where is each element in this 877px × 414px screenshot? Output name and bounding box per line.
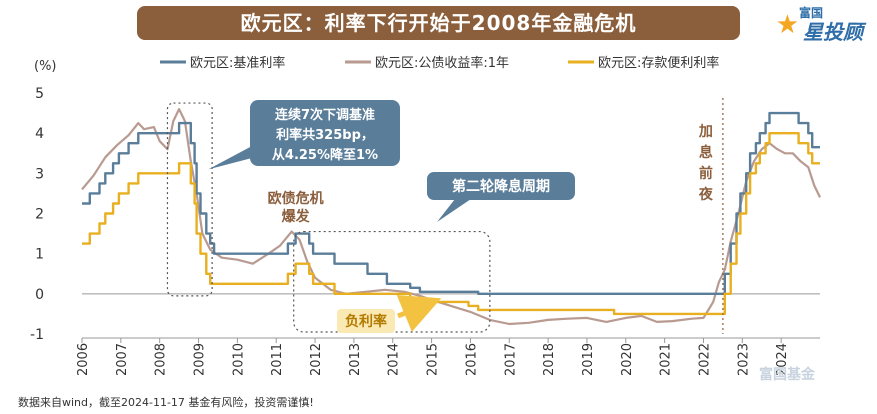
x-tick-label: 2012 bbox=[309, 343, 324, 376]
chart-title: 欧元区：利率下行开始于2008年金融危机 bbox=[137, 6, 740, 40]
callout-pointer-1 bbox=[208, 146, 252, 170]
rate-hike-eve-label: 夜 bbox=[698, 186, 714, 203]
y-tick-label: 1 bbox=[35, 247, 44, 263]
x-tick-label: 2007 bbox=[115, 343, 130, 376]
y-tick-label: 0 bbox=[35, 287, 44, 303]
callout-1-text: 利率共325bp， bbox=[276, 127, 374, 143]
callout-pointer-2 bbox=[437, 199, 471, 222]
x-tick-label: 2014 bbox=[387, 343, 402, 376]
rate-hike-eve-label: 息 bbox=[699, 144, 713, 161]
brand-top-text: 富国 bbox=[798, 6, 823, 20]
callout-box-2 bbox=[427, 172, 575, 200]
series-line bbox=[82, 132, 820, 316]
callout-1-text: 从4.25%降至1% bbox=[272, 147, 378, 163]
crisis-label: 爆发 bbox=[282, 208, 311, 225]
x-tick-label: 2011 bbox=[270, 343, 285, 376]
negative-rate-label-bg bbox=[337, 309, 395, 333]
x-tick-label: 2006 bbox=[76, 343, 91, 376]
y-tick-label: -1 bbox=[30, 327, 44, 343]
y-tick-label: 3 bbox=[35, 166, 44, 182]
legend-label: 欧元区:公债收益率:1年 bbox=[375, 55, 509, 71]
footnote: 数据来自wind，截至2024-11-17 基金有风险，投资需谨慎! bbox=[18, 396, 314, 409]
star-icon: ★ bbox=[775, 10, 799, 40]
x-tick-label: 2018 bbox=[542, 343, 557, 376]
x-tick-label: 2008 bbox=[154, 343, 169, 376]
legend-label: 欧元区:存款便利利率 bbox=[598, 55, 719, 71]
x-tick-label: 2019 bbox=[581, 343, 596, 376]
watermark: 富国基金 bbox=[759, 367, 815, 383]
x-tick-label: 2015 bbox=[426, 343, 441, 376]
x-tick-label: 2020 bbox=[620, 343, 635, 376]
y-tick-label: 4 bbox=[35, 126, 44, 142]
negative-rate-arrow bbox=[396, 294, 442, 332]
x-tick-label: 2009 bbox=[193, 343, 208, 376]
legend-label: 欧元区:基准利率 bbox=[190, 55, 285, 71]
highlight-box-2008 bbox=[166, 102, 213, 297]
x-tick-label: 2017 bbox=[503, 343, 518, 376]
x-tick-label: 2016 bbox=[464, 343, 479, 376]
x-tick-label: 2023 bbox=[736, 343, 751, 376]
callout-1-text: 连续7次下调基准 bbox=[275, 107, 375, 123]
brand-main-text: 星投顾 bbox=[803, 20, 863, 44]
y-tick-label: 5 bbox=[35, 86, 44, 102]
x-tick-label: 2010 bbox=[231, 343, 246, 376]
rate-hike-eve-label: 前 bbox=[699, 165, 713, 182]
crisis-label: 欧债危机 bbox=[268, 190, 324, 207]
rate-hike-eve-label: 加 bbox=[698, 124, 713, 140]
callout-box-1 bbox=[250, 100, 400, 166]
x-tick-label: 2021 bbox=[659, 343, 674, 376]
brand-logo: ★ 富国 星投顾 bbox=[755, 4, 865, 44]
negative-rate-label: 负利率 bbox=[345, 313, 387, 330]
x-tick-label: 2022 bbox=[697, 343, 712, 376]
x-tick-label: 2013 bbox=[348, 343, 363, 376]
y-unit-label: (%) bbox=[34, 59, 57, 74]
x-tick-label: 2024 bbox=[775, 343, 790, 376]
series-line bbox=[82, 111, 820, 295]
callout-2-text: 第二轮降息周期 bbox=[452, 178, 550, 195]
y-tick-label: 2 bbox=[35, 207, 44, 223]
